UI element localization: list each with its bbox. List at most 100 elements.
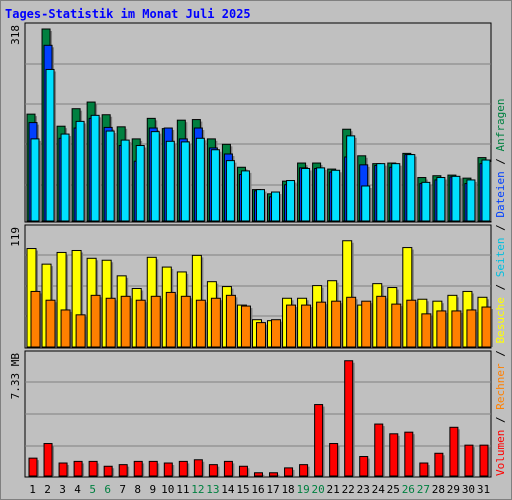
bar-seiten — [30, 138, 40, 222]
x-tick-label: 16 — [251, 483, 264, 496]
legend-separator: / — [494, 410, 507, 430]
bar-volumen — [103, 465, 113, 477]
bar-volumen — [73, 460, 83, 477]
bar-volumen — [163, 462, 173, 477]
x-tick-label: 29 — [447, 483, 460, 496]
x-tick-label: 23 — [357, 483, 370, 496]
bar-seiten — [60, 133, 70, 222]
bar-seiten — [421, 181, 431, 222]
bar-volumen — [269, 472, 279, 477]
bar-rechner — [286, 304, 297, 348]
bar-rechner — [90, 294, 101, 348]
bar-rechner — [120, 295, 131, 348]
bar-rechner — [30, 290, 41, 348]
bar-rechner — [436, 310, 447, 348]
bar-volumen — [449, 426, 459, 477]
bar-rechner — [105, 297, 116, 348]
bar-seiten — [135, 145, 145, 222]
x-tick-label: 1 — [29, 483, 36, 496]
bar-seiten — [180, 141, 190, 222]
x-tick-label: 15 — [236, 483, 249, 496]
x-tick-label: 12 — [191, 483, 204, 496]
x-tick-label: 2 — [44, 483, 51, 496]
bar-rechner — [225, 294, 236, 348]
legend-separator: / — [494, 218, 507, 238]
bar-seiten — [120, 139, 130, 222]
panel-2: 119 — [9, 224, 493, 349]
bar-rechner — [421, 313, 432, 348]
bar-volumen — [434, 452, 444, 477]
legend-volumen: Volumen — [494, 430, 507, 476]
x-tick-label: 20 — [312, 483, 325, 496]
bar-volumen — [344, 360, 354, 477]
legend-dateien: Dateien — [494, 171, 507, 217]
bar-volumen — [58, 462, 68, 477]
bar-volumen — [284, 467, 294, 477]
legend-separator: / — [494, 277, 507, 297]
bar-volumen — [464, 444, 474, 477]
bar-seiten — [45, 68, 55, 222]
bar-volumen — [314, 404, 324, 477]
bar-rechner — [346, 296, 357, 348]
bar-seiten — [286, 180, 296, 222]
x-tick-label: 22 — [342, 483, 355, 496]
bar-volumen — [389, 433, 399, 477]
bar-volumen — [133, 460, 143, 477]
bar-seiten — [255, 189, 265, 222]
x-tick-label: 13 — [206, 483, 219, 496]
bar-rechner — [150, 295, 161, 348]
x-tick-label: 30 — [462, 483, 475, 496]
bar-seiten — [436, 177, 446, 222]
x-tick-label: 24 — [372, 483, 386, 496]
bar-seiten — [105, 130, 115, 222]
x-tick-label: 31 — [477, 483, 490, 496]
bar-volumen — [208, 464, 218, 477]
bar-volumen — [404, 431, 414, 477]
bar-seiten — [406, 154, 416, 222]
x-tick-label: 6 — [104, 483, 111, 496]
bar-seiten — [90, 114, 100, 222]
bar-seiten — [240, 170, 250, 222]
bar-volumen — [359, 456, 369, 477]
bar-volumen — [223, 460, 233, 477]
x-tick-label: 18 — [281, 483, 294, 496]
bar-rechner — [180, 295, 191, 348]
x-tick-label: 3 — [59, 483, 66, 496]
bar-rechner — [331, 300, 342, 348]
panel-3: 7.33 MB — [9, 350, 492, 478]
bar-seiten — [376, 163, 386, 222]
x-tick-label: 4 — [74, 483, 81, 496]
x-tick-label: 21 — [327, 483, 340, 496]
legend-anfragen: Anfragen — [494, 98, 507, 151]
bar-seiten — [466, 179, 476, 222]
x-tick-label: 8 — [134, 483, 141, 496]
bar-rechner — [165, 291, 176, 348]
bar-seiten — [210, 149, 220, 222]
bar-volumen — [28, 457, 38, 477]
legend-rechner: Rechner — [494, 363, 507, 410]
bar-rechner — [240, 305, 251, 348]
y-max-label: 119 — [9, 227, 22, 247]
x-tick-label: 7 — [119, 483, 126, 496]
bar-seiten — [346, 135, 356, 222]
bar-seiten — [195, 137, 205, 222]
bar-rechner — [406, 299, 417, 348]
bar-volumen — [118, 464, 128, 477]
bar-seiten — [331, 169, 341, 222]
x-tick-label: 17 — [266, 483, 279, 496]
bar-seiten — [150, 131, 160, 222]
bar-volumen — [178, 460, 188, 477]
bar-volumen — [374, 423, 384, 477]
legend-seiten: Seiten — [494, 238, 507, 278]
y-max-label: 7.33 MB — [9, 353, 22, 400]
x-tick-label: 19 — [296, 483, 309, 496]
bar-rechner — [391, 303, 402, 348]
y-max-label: 318 — [9, 25, 22, 45]
bar-rechner — [75, 314, 86, 348]
bar-seiten — [301, 167, 311, 222]
bar-seiten — [165, 140, 175, 222]
bar-volumen — [238, 465, 248, 477]
legend-besuche: Besuche — [494, 297, 507, 343]
x-tick-label: 14 — [221, 483, 235, 496]
